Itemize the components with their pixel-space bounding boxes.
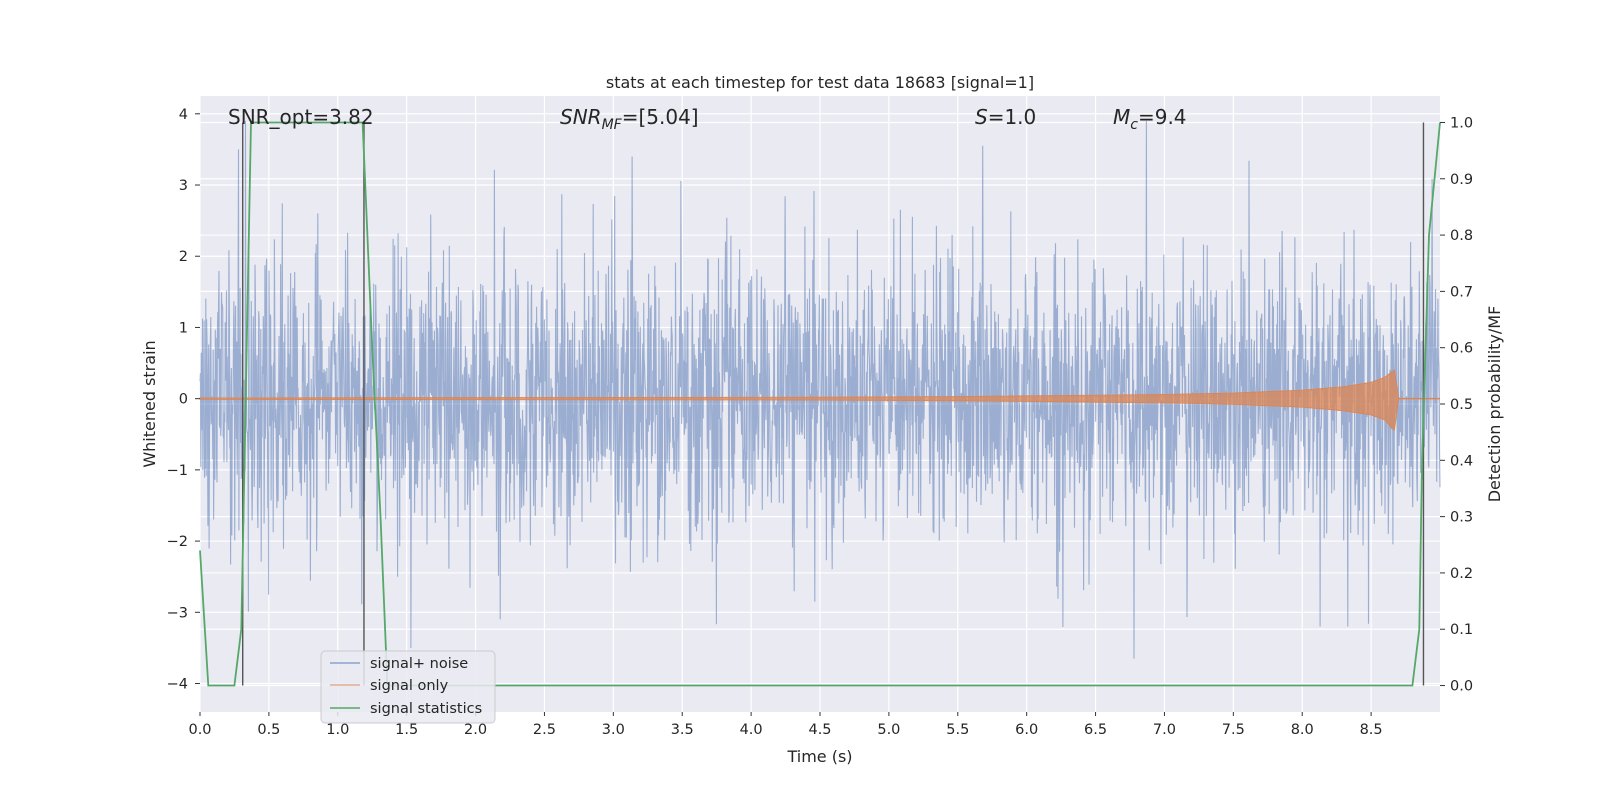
y-axis-label-right: Detection probability/MF (1485, 306, 1504, 503)
mc-label: M (1113, 105, 1130, 129)
tick-labels: 0.0 0.5 1.0 1.5 2.0 2.5 3.0 3.5 4.0 4.5 5.0 5.5 6.0 6… (167, 107, 1473, 738)
x-tick-label: 0.0 (188, 722, 211, 738)
x-tick-label: 4.0 (740, 722, 763, 738)
y-right-tick-label: 0.0 (1450, 679, 1473, 695)
y-tick-label: 0 (179, 392, 188, 408)
y-tick-label: −3 (167, 605, 188, 621)
signal-noise-line (199, 120, 1441, 659)
y-tick-label: 3 (179, 178, 188, 194)
signal-statistics-line (199, 121, 1441, 687)
x-tick-label: 1.5 (395, 722, 418, 738)
y-tick-label: 4 (179, 107, 188, 123)
annotation-s: S=1.0 (975, 105, 1036, 129)
y-tick-label: −2 (167, 534, 188, 550)
snr-mf-rest: =[5.04] (622, 105, 699, 129)
mc-sub: c (1130, 117, 1138, 133)
x-tick-label: 8.5 (1360, 722, 1383, 738)
legend: signal+ noise signal only signal statist… (320, 650, 496, 724)
snr-mf-base: SNR (560, 105, 602, 129)
signal-only-series (199, 369, 1440, 431)
legend-label-signal-only: signal only (370, 678, 449, 694)
legend-box (320, 650, 496, 724)
y-right-tick-label: 0.2 (1450, 566, 1473, 582)
y-axis-label-left: Whitened strain (140, 340, 159, 467)
y-right-tick-label: 0.4 (1450, 453, 1473, 469)
y-tick-label: 1 (179, 320, 188, 336)
y-tick-label: −4 (167, 677, 188, 693)
x-tick-label: 4.5 (808, 722, 831, 738)
y-right-tick-label: 1.0 (1450, 115, 1473, 131)
legend-label-signal-noise: signal+ noise (370, 656, 468, 672)
x-tick-label: 8.0 (1291, 722, 1314, 738)
legend-label-signal-statistics: signal statistics (370, 701, 482, 717)
annotation-mc: Mc=9.4 (1113, 105, 1187, 133)
signal-noise-series (199, 120, 1441, 659)
y-right-tick-label: 0.1 (1450, 622, 1473, 638)
x-tick-label: 7.5 (1222, 722, 1245, 738)
x-tick-label: 1.0 (326, 722, 349, 738)
chart-title: stats at each timestep for test data 186… (606, 73, 1034, 92)
y-right-tick-label: 0.8 (1450, 228, 1473, 244)
s-label: S (975, 105, 988, 129)
x-tick-label: 3.0 (602, 722, 625, 738)
y-right-tick-label: 0.3 (1450, 510, 1473, 526)
signal-statistics-series (199, 121, 1441, 687)
signal-only-envelope (199, 369, 1400, 431)
x-tick-label: 6.0 (1015, 722, 1038, 738)
x-tick-label: 3.5 (671, 722, 694, 738)
snr-mf-sub: MF (602, 117, 623, 133)
x-tick-label: 2.0 (464, 722, 487, 738)
x-tick-label: 6.5 (1084, 722, 1107, 738)
y-right-tick-label: 0.7 (1450, 284, 1473, 300)
mc-rest: =9.4 (1138, 105, 1187, 129)
y-right-tick-label: 0.5 (1450, 397, 1473, 413)
y-right-tick-label: 0.9 (1450, 172, 1473, 188)
annotation-snr-opt: SNR_opt=3.82 (228, 105, 374, 129)
x-tick-label: 7.0 (1153, 722, 1176, 738)
x-tick-label: 0.5 (257, 722, 280, 738)
y-tick-label: −1 (167, 463, 188, 479)
y-tick-label: 2 (179, 249, 188, 265)
x-axis-label: Time (s) (786, 747, 852, 766)
annotation-snr-mf: SNRMF=[5.04] (560, 105, 699, 133)
x-tick-label: 5.0 (877, 722, 900, 738)
y-right-tick-label: 0.6 (1450, 341, 1473, 357)
x-tick-label: 5.5 (946, 722, 969, 738)
s-rest: =1.0 (988, 105, 1037, 129)
x-tick-label: 2.5 (533, 722, 556, 738)
